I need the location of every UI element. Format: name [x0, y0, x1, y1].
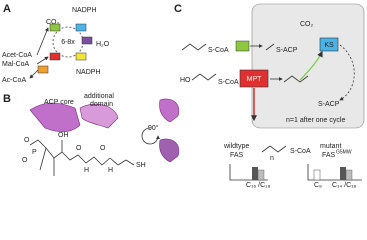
product-bar	[345, 169, 353, 181]
s-coa: S-CoA	[218, 79, 239, 86]
bond	[261, 145, 287, 153]
atom: O	[100, 145, 106, 152]
cycle-count: 6-8x	[61, 39, 75, 46]
atom: H	[108, 167, 113, 174]
product-bar	[340, 167, 346, 180]
cycle-box	[251, 3, 365, 129]
ks-label: KS	[324, 42, 334, 49]
at-box	[235, 40, 250, 52]
s-acp: S-ACP	[276, 47, 298, 54]
nadph: NADPH	[72, 7, 97, 14]
co2: CO₂	[46, 19, 60, 26]
s-coa: S-CoA	[208, 47, 229, 54]
ho: HO	[180, 77, 191, 84]
protein-ribbon	[159, 98, 180, 123]
nadph: NADPH	[76, 69, 101, 76]
atom: H	[84, 167, 89, 174]
atom: OH	[58, 132, 69, 139]
product-bar	[313, 169, 321, 181]
protein-ribbon	[29, 102, 81, 133]
panel-label: C	[174, 3, 182, 15]
product-bar	[257, 169, 265, 181]
repeat-n: n	[270, 155, 274, 162]
domain-box	[81, 36, 93, 45]
s-acp: S-ACP	[318, 101, 340, 108]
domain-box	[75, 52, 87, 61]
fas-label: FAS	[230, 152, 244, 159]
fas-label: mutant	[320, 143, 341, 150]
product-label: C₁₆ /C₁₈	[246, 182, 271, 189]
product-bar	[252, 167, 258, 180]
protein-ribbon	[79, 103, 119, 129]
mpt-label: MPT	[247, 76, 263, 83]
rotation-label: 90°	[148, 124, 159, 132]
figure: A 6-8x NADPH CO₂ H₂O NADPH Acet-CoA Mal-…	[2, 3, 365, 189]
atom: O	[76, 145, 82, 152]
bond	[265, 43, 275, 51]
s-coa: S-CoA	[290, 148, 311, 155]
atom: SH	[136, 162, 146, 169]
bond-chain	[29, 139, 135, 166]
fas-label: wildtype	[223, 143, 249, 150]
cycle-note: n=1 after one cycle	[286, 117, 345, 124]
fas-superscript: G5MW	[336, 149, 352, 155]
arrow	[29, 69, 39, 79]
domain-label: additional	[84, 93, 114, 100]
atom: O	[24, 137, 30, 144]
domain-box	[49, 52, 61, 61]
h2o: H₂O	[96, 41, 110, 48]
atom: P	[32, 149, 37, 156]
fas-label: FAS	[322, 152, 336, 159]
domain-label: domain	[90, 101, 113, 108]
atom: O	[22, 157, 28, 164]
product-label: C₈	[314, 182, 322, 189]
arrow	[36, 27, 49, 56]
arrow	[36, 56, 49, 65]
product-label: C₁₄ /C₁₆	[332, 182, 357, 189]
ks-box	[319, 37, 339, 52]
cycle-arrow	[339, 44, 355, 101]
acp-core-label: ACP core	[44, 99, 74, 106]
domain-box	[75, 23, 87, 32]
co2: CO₂	[300, 21, 314, 28]
bond	[181, 43, 207, 51]
rotation-arrow	[141, 127, 160, 145]
bond	[191, 73, 217, 81]
protein-ribbon	[159, 138, 180, 163]
acet-coa: Acet-CoA	[2, 52, 32, 59]
mal-coa: Mal-CoA	[2, 61, 30, 68]
bond	[283, 75, 309, 83]
mpt-box	[239, 69, 269, 88]
panel-label: A	[3, 3, 11, 15]
ac-coa: Ac-CoA	[2, 77, 26, 84]
condensation-arrow	[299, 50, 323, 81]
domain-box	[49, 23, 61, 32]
panel-label: B	[3, 93, 11, 105]
bond	[39, 140, 63, 176]
domain-box	[37, 65, 49, 74]
